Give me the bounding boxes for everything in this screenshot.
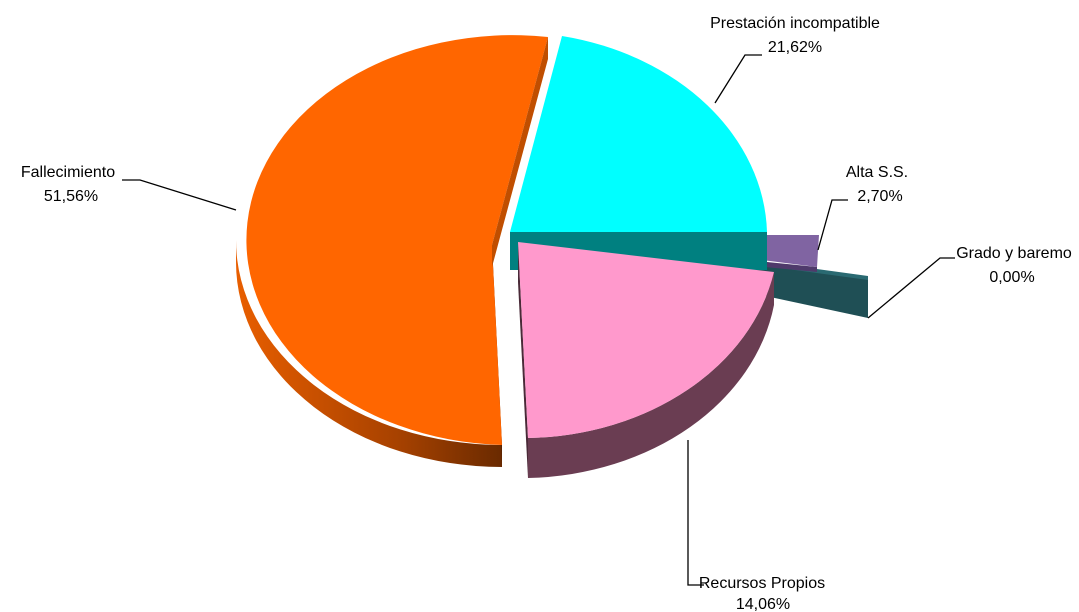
slice-fallecimiento-rim <box>492 37 548 267</box>
label-grado-y-baremo: Grado y baremo <box>956 245 1072 262</box>
slice-recursos-propios-top <box>518 242 774 438</box>
value-fallecimiento: 51,56% <box>44 188 98 205</box>
label-fallecimiento: Fallecimiento <box>21 164 115 181</box>
label-prestacion-incompatible: Prestación incompatible <box>710 15 880 32</box>
label-recursos-propios: Recursos Propios <box>699 575 825 592</box>
label-alta-ss: Alta S.S. <box>846 164 908 181</box>
value-prestacion-incompatible: 21,62% <box>768 39 822 56</box>
slice-recursos-propios-side-left <box>518 242 528 478</box>
leader-line-fallecimiento <box>122 179 237 211</box>
slice-prestacion-incompatible-top <box>510 36 767 232</box>
slice-prestacion-incompatible <box>510 36 767 270</box>
leader-line-prestacion <box>714 54 762 104</box>
leader-line-grado <box>867 257 955 319</box>
slice-recursos-propios <box>518 242 774 478</box>
value-alta-ss: 2,70% <box>857 188 902 205</box>
leader-line-recursos <box>687 440 704 586</box>
leader-line-alta <box>817 199 848 251</box>
slice-fallecimiento-side <box>236 240 502 467</box>
value-recursos-propios: 14,06% <box>736 596 790 612</box>
slice-recursos-propios-side <box>528 272 774 478</box>
value-grado-y-baremo: 0,00% <box>989 269 1034 286</box>
slice-fallecimiento <box>236 35 548 467</box>
slice-fallecimiento-top <box>246 35 548 446</box>
